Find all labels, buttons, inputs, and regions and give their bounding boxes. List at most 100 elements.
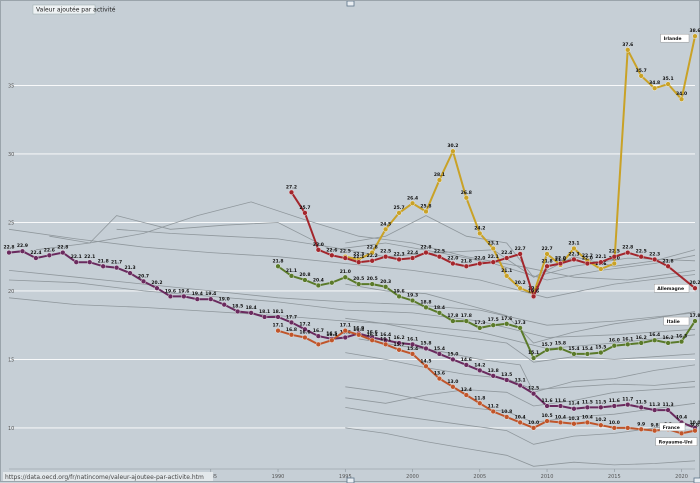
data-point[interactable] <box>692 33 698 39</box>
data-point[interactable] <box>678 96 685 102</box>
data-point[interactable] <box>356 281 362 287</box>
resize-handle-bottom[interactable] <box>346 477 355 483</box>
data-point[interactable] <box>678 430 685 436</box>
data-point[interactable] <box>625 402 631 408</box>
data-point[interactable] <box>315 282 321 289</box>
series-line[interactable] <box>277 265 696 360</box>
data-point[interactable] <box>127 270 133 276</box>
data-point[interactable] <box>396 347 402 353</box>
data-point[interactable] <box>638 426 644 432</box>
data-point[interactable] <box>571 406 577 412</box>
data-point[interactable] <box>530 391 537 397</box>
data-point[interactable] <box>571 256 577 263</box>
data-point[interactable] <box>33 255 39 261</box>
data-point[interactable] <box>557 345 564 352</box>
data-point[interactable] <box>490 245 496 252</box>
data-point[interactable] <box>315 341 321 347</box>
data-point[interactable] <box>490 373 496 379</box>
data-point[interactable] <box>598 349 604 356</box>
data-point[interactable] <box>665 263 671 269</box>
data-point[interactable] <box>140 278 147 284</box>
data-point[interactable] <box>530 355 537 361</box>
data-point[interactable] <box>396 210 402 216</box>
data-point[interactable] <box>598 259 604 265</box>
resize-handle-bottom-right[interactable] <box>693 477 700 483</box>
data-point[interactable] <box>288 319 295 326</box>
data-point[interactable] <box>692 285 698 291</box>
data-point[interactable] <box>302 277 308 283</box>
data-point[interactable] <box>288 332 295 338</box>
data-point[interactable] <box>409 351 416 357</box>
data-point[interactable] <box>396 256 402 263</box>
data-point[interactable] <box>436 310 443 316</box>
data-point[interactable] <box>261 314 268 320</box>
data-point[interactable] <box>409 255 416 261</box>
data-point[interactable] <box>463 195 469 201</box>
data-point[interactable] <box>329 337 335 343</box>
data-point[interactable] <box>517 382 523 389</box>
data-point[interactable] <box>638 254 644 260</box>
data-point[interactable] <box>477 400 483 406</box>
data-point[interactable] <box>504 321 510 327</box>
data-point[interactable] <box>517 251 523 257</box>
series-line[interactable] <box>8 250 696 429</box>
data-point[interactable] <box>167 293 174 300</box>
data-point[interactable] <box>463 263 469 269</box>
data-point[interactable] <box>436 351 443 357</box>
data-point[interactable] <box>329 280 335 286</box>
data-point[interactable] <box>544 347 550 353</box>
data-point[interactable] <box>625 47 631 53</box>
data-point[interactable] <box>423 345 429 352</box>
data-point[interactable] <box>530 425 537 431</box>
data-point[interactable] <box>154 285 160 291</box>
data-point[interactable] <box>409 341 416 347</box>
data-point[interactable] <box>383 341 389 347</box>
data-point[interactable] <box>625 249 631 256</box>
data-point[interactable] <box>181 293 187 300</box>
data-point[interactable] <box>409 297 416 304</box>
data-point[interactable] <box>369 258 375 264</box>
data-point[interactable] <box>275 314 281 320</box>
data-point[interactable] <box>490 322 496 328</box>
data-point[interactable] <box>504 414 510 420</box>
data-point[interactable] <box>383 226 389 232</box>
data-point[interactable] <box>383 254 389 260</box>
data-point[interactable] <box>504 273 510 279</box>
data-point[interactable] <box>302 334 308 341</box>
data-point[interactable] <box>114 265 120 271</box>
data-point[interactable] <box>423 363 429 369</box>
data-point[interactable] <box>638 404 644 410</box>
data-point[interactable] <box>248 310 254 316</box>
data-point[interactable] <box>571 421 577 427</box>
data-point[interactable] <box>611 260 617 267</box>
data-point[interactable] <box>315 333 321 339</box>
data-point[interactable] <box>544 418 550 424</box>
data-point[interactable] <box>598 422 604 428</box>
data-point[interactable] <box>194 296 200 302</box>
series-line[interactable] <box>277 329 696 435</box>
data-point[interactable] <box>396 293 402 300</box>
data-point[interactable] <box>302 210 308 216</box>
data-point[interactable] <box>598 404 604 410</box>
data-point[interactable] <box>652 428 658 434</box>
data-point[interactable] <box>544 263 550 269</box>
data-point[interactable] <box>436 177 443 183</box>
data-point[interactable] <box>477 325 483 331</box>
data-point[interactable] <box>517 419 523 426</box>
data-point[interactable] <box>692 428 698 434</box>
data-point[interactable] <box>598 266 604 272</box>
data-point[interactable] <box>557 419 564 426</box>
data-point[interactable] <box>625 341 631 347</box>
data-point[interactable] <box>356 259 362 265</box>
data-point[interactable] <box>652 256 658 263</box>
data-point[interactable] <box>584 260 590 267</box>
data-point[interactable] <box>463 362 469 368</box>
data-point[interactable] <box>450 260 456 267</box>
data-point[interactable] <box>409 200 416 206</box>
data-point[interactable] <box>571 245 577 252</box>
data-point[interactable] <box>315 247 321 253</box>
data-point[interactable] <box>342 274 348 280</box>
data-point[interactable] <box>288 273 295 279</box>
data-point[interactable] <box>665 340 671 346</box>
data-point[interactable] <box>221 302 227 308</box>
